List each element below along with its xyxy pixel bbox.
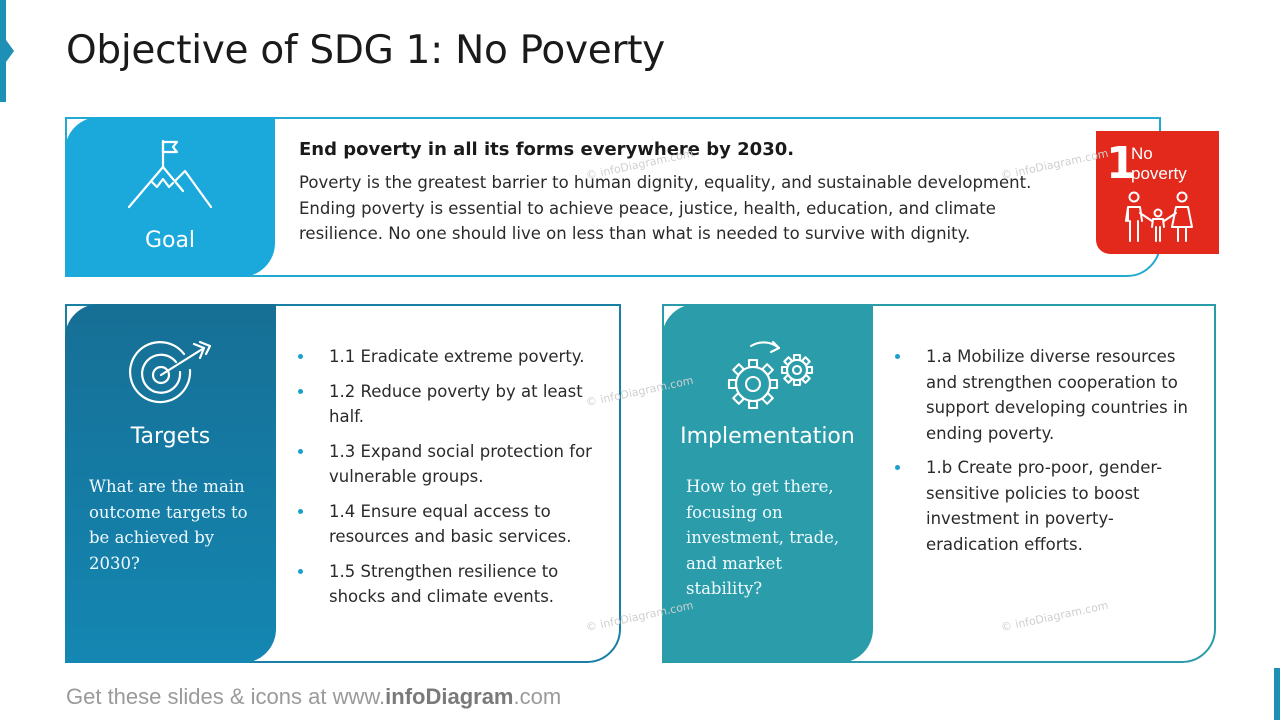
footer-suffix: .com [513,684,562,709]
goal-card: Goal End poverty in all its forms everyw… [65,117,1161,277]
list-item: 1.a Mobilize diverse resources and stren… [894,344,1192,446]
targets-question: What are the main outcome targets to be … [89,477,248,573]
goal-panel: Goal [65,117,275,277]
list-item: 1.1 Eradicate extreme poverty. [297,344,597,370]
left-accent-bar [0,0,14,102]
implementation-label: Implementation [680,424,855,449]
goal-label: Goal [144,228,196,253]
list-item: 1.2 Reduce poverty by at least half. [297,379,597,430]
target-arrow-icon [128,340,214,410]
list-item: 1.b Create pro-poor, gender-sensitive po… [894,455,1192,557]
targets-list: 1.1 Eradicate extreme poverty. 1.2 Reduc… [297,344,597,619]
goal-content: End poverty in all its forms everywhere … [299,139,1064,247]
footer-prefix: Get these slides & icons at www. [66,684,386,709]
sdg-label: No poverty [1131,144,1187,183]
page-title: Objective of SDG 1: No Poverty [66,28,665,73]
sdg-badge: 1 No poverty [1096,131,1219,254]
gears-icon [719,340,817,420]
list-item: 1.5 Strengthen resilience to shocks and … [297,559,597,610]
implementation-panel: Implementation How to get there, focusin… [662,304,873,663]
footer-brand: infoDiagram [385,684,514,709]
family-icon [1122,191,1194,249]
targets-label: Targets [130,424,211,449]
list-item: 1.3 Expand social protection for vulnera… [297,439,597,490]
goal-body: Poverty is the greatest barrier to human… [299,173,1032,243]
targets-card: Targets What are the main outcome target… [65,304,621,663]
targets-panel: Targets What are the main outcome target… [65,304,276,663]
right-accent-bar [1274,668,1280,720]
footer: Get these slides & icons at www.infoDiag… [66,684,561,710]
goal-heading: End poverty in all its forms everywhere … [299,139,795,160]
mountain-flag-icon [127,137,213,213]
implementation-card: Implementation How to get there, focusin… [662,304,1216,663]
implementation-question: How to get there, focusing on investment… [686,477,840,598]
sdg-number: 1 [1106,138,1137,189]
list-item: 1.4 Ensure equal access to resources and… [297,499,597,550]
implementation-list: 1.a Mobilize diverse resources and stren… [894,344,1192,566]
